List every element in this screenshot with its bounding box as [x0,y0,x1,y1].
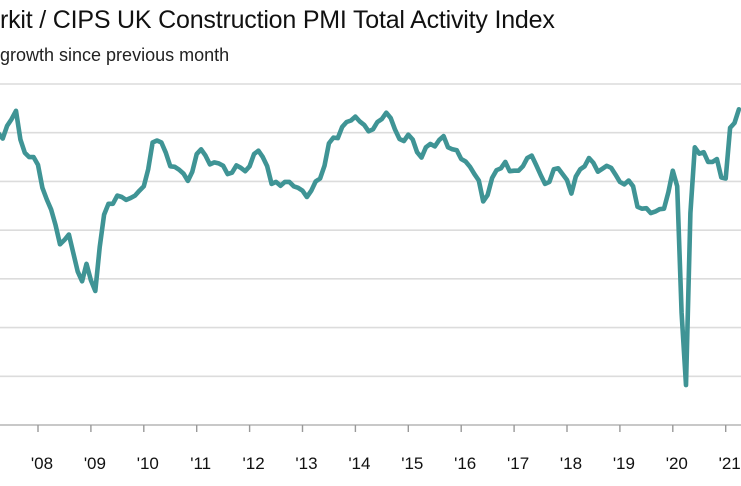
series-layer [0,107,741,388]
x-tick-label: '16 [454,454,476,473]
x-tick-label: '11 [190,454,211,473]
x-tick-label: '14 [348,454,370,473]
x-tick-label: '19 [613,454,635,473]
x-tick-label: '08 [31,454,53,473]
x-axis: '08 '09 '10 '11 '12 '13 '14 '15 '16 '17 '18 '19 '20 '… [0,424,741,473]
x-tick-label: '20 [666,454,688,473]
x-tick-label: '13 [295,454,317,473]
x-tick-label: '12 [243,454,265,473]
x-tick-label: '10 [137,454,159,473]
x-tick-label: '18 [560,454,582,473]
chart-title: rkit / CIPS UK Construction PMI Total Ac… [0,6,555,34]
series-line-0 [0,107,741,388]
x-tick-label: '21 [719,454,741,473]
x-tick-label: '09 [84,454,106,473]
chart-subtitle: growth since previous month [0,45,230,65]
x-tick-label: '17 [507,454,529,473]
x-tick-label: '15 [401,454,423,473]
gridlines [0,83,741,378]
